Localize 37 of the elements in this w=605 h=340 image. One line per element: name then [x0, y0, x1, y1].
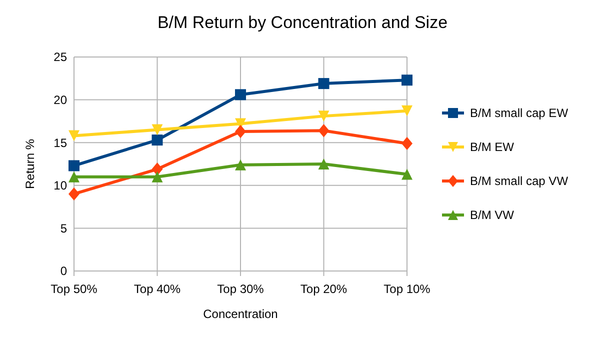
legend-label: B/M small cap EW [470, 106, 569, 120]
y-tick-label: 5 [60, 221, 68, 236]
legend-label: B/M VW [470, 208, 515, 222]
point [235, 159, 246, 170]
point [402, 105, 412, 116]
point [235, 124, 246, 138]
x-tick-label: Top 40% [134, 282, 181, 296]
chart-title: B/M Return by Concentration and Size [157, 13, 448, 32]
point [152, 162, 163, 176]
point [402, 74, 412, 86]
point [318, 124, 330, 138]
point [402, 168, 412, 180]
point [402, 136, 412, 150]
x-tick-label: Top 30% [217, 282, 264, 296]
point [68, 160, 80, 172]
y-tick-label: 15 [54, 136, 68, 150]
x-tick-label: Top 10% [384, 282, 431, 296]
point [152, 124, 163, 136]
y-axis-title: Return % [23, 138, 37, 190]
x-tick-label: Top 20% [300, 282, 348, 296]
point [318, 110, 330, 122]
legend-label: B/M EW [470, 140, 515, 154]
y-tick-label: 25 [54, 50, 68, 64]
point [68, 171, 80, 182]
point [318, 78, 330, 90]
y-tick-label: 20 [54, 93, 68, 107]
point [152, 171, 163, 182]
x-axis-title: Concentration [203, 307, 278, 321]
y-tick-label: 10 [54, 178, 68, 193]
point [68, 187, 80, 201]
x-tick-label: Top 50% [50, 282, 98, 296]
point [318, 158, 330, 170]
point [68, 130, 80, 142]
point [235, 89, 246, 100]
y-tick-label: 0 [60, 264, 68, 278]
legend-label: B/M small cap VW [470, 174, 569, 188]
point [152, 134, 163, 146]
